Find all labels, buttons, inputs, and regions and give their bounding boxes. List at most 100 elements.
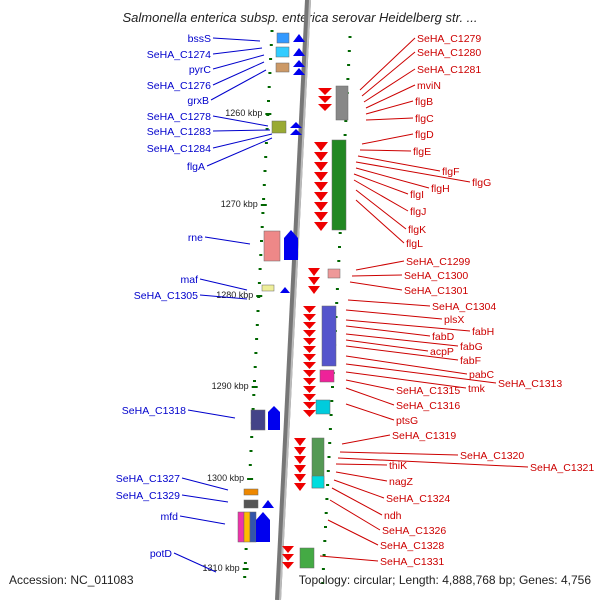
gene-box-mfd[interactable]	[237, 511, 245, 543]
gene-label-fabF[interactable]: fabF	[460, 355, 481, 367]
reverse-gene-arrow[interactable]	[294, 447, 306, 455]
forward-gene-arrow[interactable]	[290, 129, 302, 135]
reverse-gene-arrow[interactable]	[303, 410, 316, 417]
reverse-gene-arrow[interactable]	[303, 386, 316, 393]
gene-label-pyrC[interactable]: pyrC	[189, 64, 212, 76]
gene-label-acpP[interactable]: acpP	[430, 346, 454, 358]
gene-box-SeHA_C1331[interactable]	[299, 547, 315, 569]
gene-label-rne[interactable]: rne	[188, 232, 203, 244]
gene-label-SeHA_C1284[interactable]: SeHA_C1284	[147, 143, 211, 155]
gene-label-SeHA_C1276[interactable]: SeHA_C1276	[147, 80, 211, 92]
gene-label-flgK[interactable]: flgK	[408, 224, 426, 236]
reverse-gene-arrow[interactable]	[318, 104, 332, 111]
gene-label-SeHA_C1327[interactable]: SeHA_C1327	[116, 473, 180, 485]
gene-label-potD[interactable]: potD	[150, 548, 173, 560]
reverse-gene-arrow[interactable]	[314, 162, 328, 171]
gene-label-maf[interactable]: maf	[180, 274, 198, 286]
reverse-gene-arrow[interactable]	[314, 192, 328, 201]
gene-label-mviN[interactable]: mviN	[417, 80, 441, 92]
gene-label-flgE[interactable]: flgE	[413, 146, 431, 158]
gene-box-maf[interactable]	[261, 284, 275, 292]
gene-box-SeHA_C1274[interactable]	[275, 46, 290, 58]
gene-label-thiK[interactable]: thiK	[389, 460, 407, 472]
reverse-gene-arrow[interactable]	[303, 378, 316, 385]
gene-box-SeHA_C1318[interactable]	[250, 409, 266, 431]
gene-box-flg-operon[interactable]	[331, 139, 347, 231]
reverse-gene-arrow[interactable]	[303, 370, 316, 377]
reverse-gene-arrow[interactable]	[314, 182, 328, 191]
gene-box-rne[interactable]	[263, 230, 281, 262]
forward-gene-arrow[interactable]	[280, 287, 290, 293]
gene-label-SeHA_C1278[interactable]: SeHA_C1278	[147, 111, 211, 123]
gene-label-ndh[interactable]: ndh	[384, 510, 402, 522]
reverse-gene-arrow[interactable]	[303, 402, 316, 409]
gene-label-flgI[interactable]: flgI	[410, 189, 424, 201]
reverse-gene-arrow[interactable]	[314, 142, 328, 151]
reverse-gene-arrow[interactable]	[308, 277, 320, 285]
gene-label-flgJ[interactable]: flgJ	[410, 206, 426, 218]
gene-box-SeHA_C1283[interactable]	[271, 120, 287, 134]
gene-label-SeHA_C1301[interactable]: SeHA_C1301	[404, 285, 468, 297]
gene-box-mviN[interactable]	[335, 85, 349, 121]
gene-label-nagZ[interactable]: nagZ	[389, 476, 414, 488]
reverse-gene-arrow[interactable]	[303, 354, 316, 361]
gene-label-SeHA_C1279[interactable]: SeHA_C1279	[417, 33, 481, 45]
gene-box-SeHA_C1329[interactable]	[243, 499, 259, 509]
gene-label-fabH[interactable]: fabH	[472, 326, 494, 338]
gene-box-SeHA_C1299[interactable]	[327, 268, 341, 279]
gene-box-tmk[interactable]	[319, 369, 335, 383]
reverse-gene-arrow[interactable]	[308, 286, 320, 294]
gene-label-fabD[interactable]: fabD	[432, 331, 455, 343]
gene-label-SeHA_C1305[interactable]: SeHA_C1305	[134, 290, 198, 302]
reverse-gene-arrow[interactable]	[282, 562, 294, 569]
gene-label-flgL[interactable]: flgL	[406, 238, 423, 250]
gene-label-SeHA_C1313[interactable]: SeHA_C1313	[498, 378, 562, 390]
gene-label-flgG[interactable]: flgG	[472, 177, 491, 189]
gene-box-mfd[interactable]	[249, 511, 257, 543]
gene-label-SeHA_C1299[interactable]: SeHA_C1299	[406, 256, 470, 268]
gene-box-fab-operon[interactable]	[321, 305, 337, 367]
reverse-gene-arrow[interactable]	[318, 96, 332, 103]
gene-label-SeHA_C1324[interactable]: SeHA_C1324	[386, 493, 450, 505]
reverse-gene-arrow[interactable]	[314, 202, 328, 211]
gene-label-SeHA_C1329[interactable]: SeHA_C1329	[116, 490, 180, 502]
reverse-gene-arrow[interactable]	[294, 456, 306, 464]
gene-label-SeHA_C1280[interactable]: SeHA_C1280	[417, 47, 481, 59]
gene-box-SeHA_C1316[interactable]	[315, 399, 331, 415]
gene-label-tmk[interactable]: tmk	[468, 383, 486, 395]
gene-label-SeHA_C1281[interactable]: SeHA_C1281	[417, 64, 481, 76]
gene-label-plsX[interactable]: plsX	[444, 314, 464, 326]
gene-label-SeHA_C1328[interactable]: SeHA_C1328	[380, 540, 444, 552]
forward-gene-arrow-mfd[interactable]	[256, 512, 270, 542]
reverse-gene-arrow[interactable]	[303, 314, 316, 321]
gene-label-grxB[interactable]: grxB	[187, 95, 209, 107]
gene-label-mfd[interactable]: mfd	[160, 511, 178, 523]
reverse-gene-arrow[interactable]	[314, 172, 328, 181]
gene-label-flgA[interactable]: flgA	[187, 161, 205, 173]
gene-label-SeHA_C1318[interactable]: SeHA_C1318	[122, 405, 186, 417]
reverse-gene-arrow[interactable]	[314, 222, 328, 231]
gene-box-bssS[interactable]	[276, 32, 290, 44]
reverse-gene-arrow[interactable]	[303, 306, 316, 313]
reverse-gene-arrow[interactable]	[294, 438, 306, 446]
gene-label-pabC[interactable]: pabC	[469, 369, 495, 381]
forward-gene-arrow[interactable]	[262, 500, 274, 508]
gene-label-ptsG[interactable]: ptsG	[396, 415, 418, 427]
gene-label-SeHA_C1316[interactable]: SeHA_C1316	[396, 400, 460, 412]
reverse-gene-arrow[interactable]	[294, 465, 306, 473]
gene-label-SeHA_C1300[interactable]: SeHA_C1300	[404, 270, 468, 282]
gene-label-SeHA_C1321[interactable]: SeHA_C1321	[530, 462, 594, 474]
forward-gene-arrow-rne[interactable]	[284, 230, 298, 260]
gene-box-pyrC[interactable]	[275, 62, 290, 73]
forward-gene-arrow[interactable]	[293, 60, 305, 67]
reverse-gene-arrow[interactable]	[282, 546, 294, 553]
gene-label-flgC[interactable]: flgC	[415, 113, 434, 125]
reverse-gene-arrow[interactable]	[314, 212, 328, 221]
reverse-gene-arrow[interactable]	[303, 394, 316, 401]
reverse-gene-arrow[interactable]	[303, 362, 316, 369]
reverse-gene-arrow[interactable]	[294, 483, 306, 491]
reverse-gene-arrow[interactable]	[282, 554, 294, 561]
gene-label-flgD[interactable]: flgD	[415, 129, 434, 141]
gene-label-SeHA_C1326[interactable]: SeHA_C1326	[382, 525, 446, 537]
gene-label-flgB[interactable]: flgB	[415, 96, 433, 108]
